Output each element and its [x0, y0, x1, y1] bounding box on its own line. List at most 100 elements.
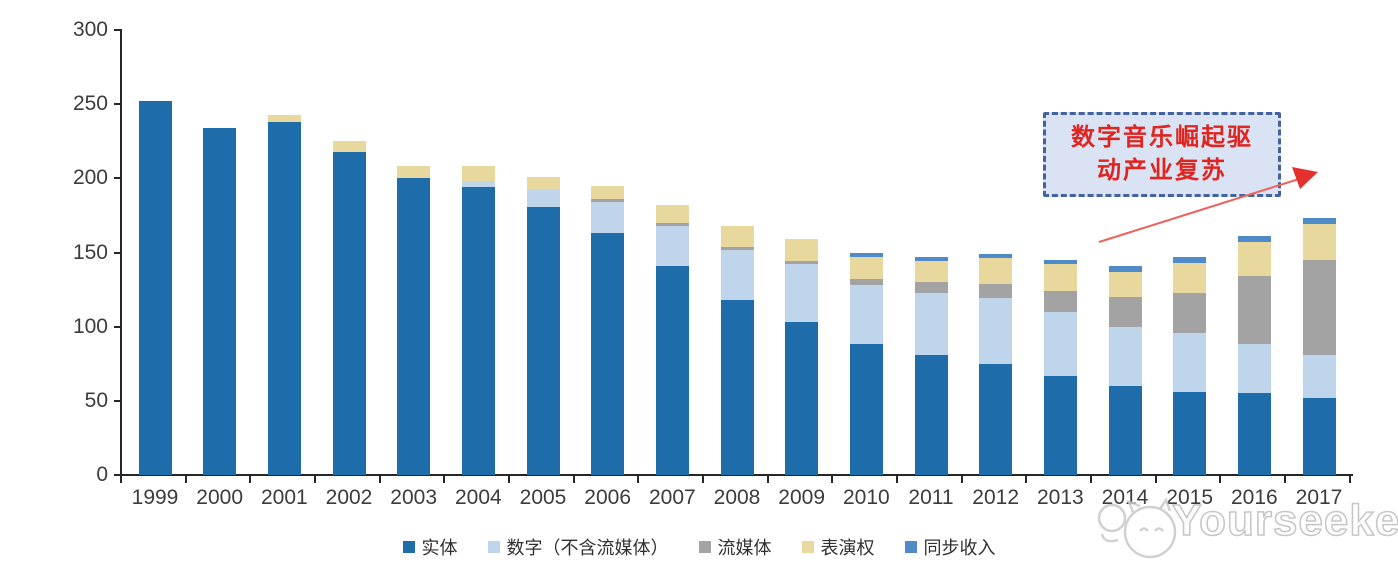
- bar-segment-2017: [1302, 354, 1336, 398]
- bar-segment-2010: [849, 344, 883, 475]
- y-axis-tick: [114, 325, 121, 328]
- legend-label: 实体: [421, 538, 458, 558]
- legend-label: 表演权: [820, 538, 875, 558]
- x-axis-tick: [443, 476, 446, 483]
- legend-item: 流媒体: [698, 534, 772, 560]
- annotation-text-line1: 数字音乐崛起驱: [1071, 124, 1253, 151]
- x-axis-tick: [314, 476, 316, 483]
- bar-segment-2012: [979, 258, 1013, 284]
- bar-segment-2015: [1173, 391, 1207, 475]
- bar-segment-2015: [1173, 262, 1207, 293]
- x-axis-label-2010: 2010: [842, 486, 890, 509]
- y-axis-label: 50: [84, 388, 108, 412]
- y-axis-line: [120, 29, 122, 476]
- bar-segment-2001: [267, 121, 301, 475]
- bar-segment-2016: [1237, 276, 1271, 345]
- x-axis-label-2005: 2005: [519, 486, 567, 509]
- bar-segment-2005: [526, 206, 560, 475]
- y-axis-label: 250: [72, 92, 108, 116]
- bar-segment-2007: [655, 265, 689, 475]
- y-axis-tick: [114, 103, 121, 106]
- x-axis-label-2014: 2014: [1101, 486, 1149, 509]
- bar-segment-2006: [591, 199, 625, 203]
- bar-segment-2010: [849, 279, 883, 286]
- bar-segment-2010: [849, 256, 883, 280]
- x-axis-line: [120, 474, 1353, 476]
- bar-segment-2011: [914, 292, 948, 355]
- x-axis-tick: [572, 476, 575, 483]
- bar-segment-2012: [979, 363, 1013, 475]
- x-axis-tick: [1090, 476, 1092, 483]
- legend-label: 流媒体: [717, 538, 772, 558]
- x-axis-tick: [378, 476, 381, 483]
- y-axis-tick: [114, 399, 121, 402]
- x-axis-label-2015: 2015: [1166, 486, 1214, 509]
- bar-segment-2016: [1237, 236, 1271, 243]
- x-axis-label-2017: 2017: [1295, 486, 1343, 509]
- legend-swatch-icon: [698, 541, 711, 553]
- bar-segment-2002: [332, 151, 366, 475]
- bar-segment-2007: [655, 205, 689, 223]
- x-axis-tick: [120, 476, 122, 483]
- x-axis-tick: [508, 476, 510, 483]
- bar-segment-2016: [1237, 242, 1271, 277]
- y-axis-label: 150: [72, 240, 108, 264]
- x-axis-label-2013: 2013: [1036, 486, 1084, 509]
- x-axis-tick: [702, 476, 704, 483]
- x-axis-tick: [1348, 476, 1351, 483]
- x-axis-tick: [1284, 476, 1286, 483]
- x-axis-label-2016: 2016: [1230, 486, 1278, 509]
- bar-segment-2013: [1043, 264, 1077, 292]
- bar-segment-2017: [1302, 224, 1336, 260]
- x-axis-label-2012: 2012: [972, 486, 1020, 509]
- x-axis-label-2004: 2004: [454, 486, 502, 509]
- x-axis-label-2008: 2008: [713, 486, 761, 509]
- bar-segment-2006: [591, 202, 625, 234]
- bar-segment-2013: [1043, 375, 1077, 475]
- legend-item: 同步收入: [904, 534, 996, 560]
- y-axis-label: 0: [96, 463, 108, 486]
- legend-swatch-icon: [402, 541, 415, 553]
- x-axis-tick: [896, 476, 898, 483]
- legend-label: 同步收入: [923, 538, 996, 558]
- bar-segment-2011: [914, 261, 948, 283]
- bar-segment-2017: [1302, 259, 1336, 355]
- x-axis-label-2001: 2001: [260, 486, 308, 509]
- bar-segment-2008: [720, 225, 754, 247]
- bar-segment-2006: [591, 185, 625, 200]
- x-axis-tick: [1219, 476, 1222, 483]
- bar-segment-2014: [1108, 326, 1142, 386]
- bar-segment-2015: [1173, 256, 1207, 263]
- bar-segment-2004: [461, 181, 495, 188]
- x-axis-label-2009: 2009: [778, 486, 826, 509]
- bar-segment-2012: [979, 283, 1013, 299]
- bar-segment-2012: [979, 253, 1013, 259]
- annotation-text-line2: 动产业复苏: [1097, 157, 1227, 184]
- bar-segment-2000: [203, 127, 237, 475]
- legend-item: 实体: [402, 534, 458, 560]
- bar-segment-2003: [397, 166, 431, 179]
- bar-segment-2008: [720, 249, 754, 300]
- legend-label: 数字（不含流媒体）: [506, 538, 669, 558]
- x-axis-tick: [831, 476, 834, 483]
- y-axis-label: 300: [72, 18, 108, 41]
- bar-segment-2007: [655, 222, 689, 226]
- bar-segment-2014: [1108, 271, 1142, 297]
- bar-segment-2017: [1302, 218, 1336, 225]
- bar-segment-2001: [267, 114, 301, 122]
- bar-segment-2014: [1108, 297, 1142, 327]
- bar-segment-2010: [849, 285, 883, 345]
- legend-swatch-icon: [487, 541, 500, 553]
- legend-swatch-icon: [801, 541, 814, 553]
- bar-segment-2009: [785, 322, 819, 475]
- x-axis-label-2002: 2002: [325, 486, 373, 509]
- bar-segment-2005: [526, 188, 560, 207]
- bar-segment-2015: [1173, 332, 1207, 392]
- x-axis-tick: [766, 476, 769, 483]
- y-axis-tick: [114, 177, 121, 180]
- x-axis-label-2011: 2011: [908, 486, 954, 509]
- y-axis-tick: [114, 474, 121, 476]
- x-axis-tick: [1154, 476, 1157, 483]
- bar-segment-2009: [785, 239, 819, 262]
